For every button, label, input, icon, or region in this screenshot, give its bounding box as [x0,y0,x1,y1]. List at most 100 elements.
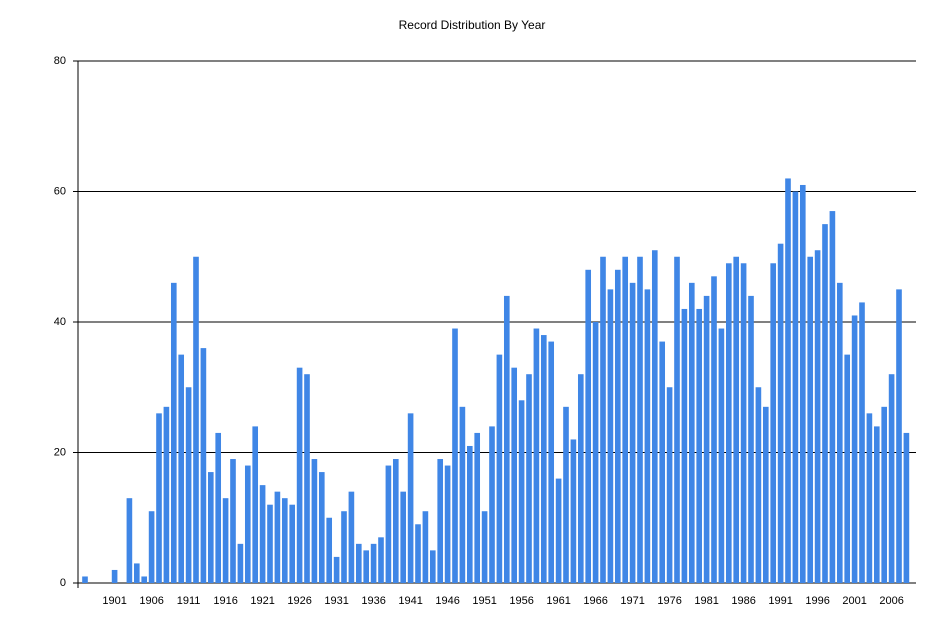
bar [511,367,518,583]
bar [363,550,370,583]
y-tick-label: 60 [54,185,66,197]
bar [540,335,547,583]
x-tick-label: 2006 [879,595,903,607]
x-tick-label: 1911 [177,595,201,607]
bar [392,459,399,583]
bar [881,406,888,583]
x-tick-label: 1901 [102,595,126,607]
bar [873,426,880,583]
x-tick-label: 1931 [324,595,348,607]
y-tick-label: 80 [54,55,66,67]
bar [577,374,584,583]
bar [385,465,392,583]
bar [400,491,407,583]
bar [666,387,673,583]
bar [252,426,259,583]
bar [333,556,340,583]
bar [792,191,799,583]
bar [207,472,214,583]
bar [518,400,525,583]
bar [888,374,895,583]
bar [281,498,288,583]
bar [222,498,229,583]
bar [711,276,717,583]
bar [304,374,310,583]
x-tick-label: 1946 [435,595,459,607]
x-tick-label: 1966 [583,595,607,607]
bar [237,543,244,583]
bar [133,563,140,583]
bar [156,413,162,583]
bar [762,406,769,583]
bar [267,504,273,583]
bar [193,256,199,583]
bar [170,282,177,583]
bar [785,178,791,583]
bar [799,184,806,583]
bar [585,269,592,583]
bar [718,328,725,583]
bar [592,322,599,583]
x-tick-label: 2001 [842,595,866,607]
bar [407,413,414,583]
bar [444,465,451,583]
bar [637,256,643,583]
bar [163,406,170,583]
bar [755,387,762,583]
bar [370,543,377,583]
bar [844,354,851,583]
bar [696,308,703,583]
bar [126,498,133,583]
x-tick-label: 1971 [620,595,644,607]
bar [452,328,458,583]
bar [185,387,192,583]
bar [903,432,910,583]
x-tick-label: 1956 [509,595,533,607]
x-tick-label: 1986 [731,595,755,607]
bar [607,289,614,583]
bar [688,282,695,583]
bar [659,341,666,583]
bar [548,341,555,583]
bar [859,302,865,583]
bar [614,269,621,583]
bar [703,295,710,583]
bar [326,517,333,583]
bar [296,367,303,583]
bar [378,537,384,583]
bar [422,511,429,583]
bar [644,289,651,583]
bar [681,308,688,583]
bar [318,472,325,583]
bar [836,282,843,583]
y-tick-label: 40 [54,316,66,328]
bar [178,354,185,583]
bar [341,511,347,583]
bar [674,256,680,583]
bar [311,459,318,583]
x-tick-label: 1941 [398,595,422,607]
bar [429,550,436,583]
bar [230,459,236,583]
x-tick-label: 1976 [657,595,681,607]
bar [466,445,473,583]
bar [748,295,754,583]
bar [215,432,222,583]
bar [733,256,740,583]
bar [474,432,481,583]
bar [526,374,532,583]
bar [740,263,747,583]
bar [200,348,207,583]
bar [570,439,577,583]
bar [289,504,296,583]
x-tick-label: 1926 [287,595,311,607]
bar [600,256,606,583]
bar [533,328,540,583]
x-tick-label: 1916 [213,595,237,607]
bar [866,413,873,583]
x-tick-label: 1961 [546,595,570,607]
x-tick-label: 1921 [250,595,274,607]
bar [770,263,777,583]
bar [259,485,266,583]
